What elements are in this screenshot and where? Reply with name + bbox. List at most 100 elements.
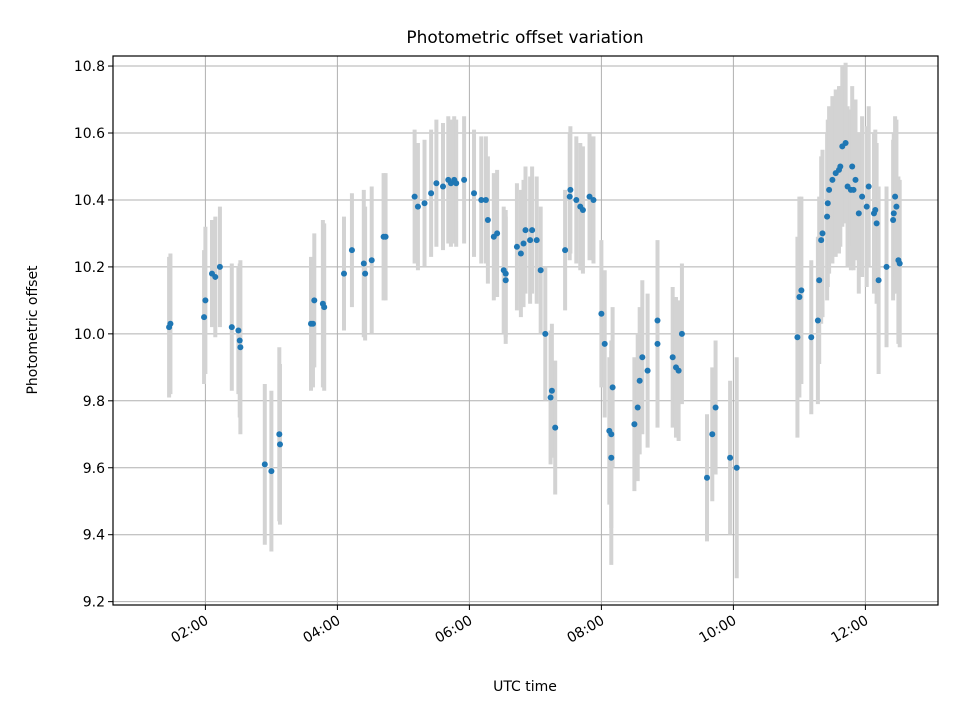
data-point xyxy=(609,384,616,391)
data-point xyxy=(461,176,468,183)
data-point xyxy=(513,243,520,250)
data-point xyxy=(484,217,491,224)
y-tick-label: 10.2 xyxy=(74,260,105,276)
data-point xyxy=(634,404,641,411)
data-point xyxy=(849,163,856,170)
data-point xyxy=(411,193,418,200)
data-point xyxy=(875,277,882,284)
data-point xyxy=(201,314,208,321)
data-point xyxy=(873,220,880,227)
plot-frame xyxy=(112,55,939,606)
data-point xyxy=(598,310,605,317)
data-point xyxy=(859,193,866,200)
chart-title: Photometric offset variation xyxy=(406,28,643,48)
y-tick-label: 10.0 xyxy=(74,327,105,343)
data-point xyxy=(237,344,244,351)
data-point xyxy=(311,297,318,304)
data-point xyxy=(562,247,569,254)
data-point xyxy=(829,176,836,183)
data-point xyxy=(520,240,527,247)
data-point xyxy=(669,354,676,361)
data-point xyxy=(579,206,586,213)
data-point xyxy=(268,468,275,475)
data-point xyxy=(471,190,478,197)
data-point xyxy=(529,227,536,234)
data-point xyxy=(675,367,682,374)
data-point xyxy=(276,441,283,448)
data-point xyxy=(494,230,501,237)
data-point xyxy=(547,394,554,401)
data-point xyxy=(883,263,890,270)
data-point xyxy=(872,206,879,213)
data-point xyxy=(382,233,389,240)
data-point xyxy=(852,176,859,183)
data-point xyxy=(453,180,460,187)
x-axis-label: UTC time xyxy=(493,679,557,695)
data-point xyxy=(826,186,833,193)
data-point xyxy=(824,200,831,207)
data-point xyxy=(167,320,174,327)
data-point xyxy=(709,431,716,438)
y-axis-label: Photometric offset xyxy=(25,265,41,395)
data-point xyxy=(808,334,815,341)
data-point xyxy=(428,190,435,197)
data-point xyxy=(216,263,223,270)
data-point xyxy=(276,431,283,438)
data-point xyxy=(502,270,509,277)
y-tick-label: 10.8 xyxy=(74,59,105,75)
data-point xyxy=(890,210,897,217)
data-point xyxy=(502,277,509,284)
y-tick-label: 9.6 xyxy=(83,461,105,477)
y-tick-label: 9.2 xyxy=(83,595,105,611)
data-point xyxy=(360,260,367,267)
data-point xyxy=(654,317,661,324)
data-point xyxy=(552,424,559,431)
data-point xyxy=(608,431,615,438)
data-point xyxy=(855,210,862,217)
data-point xyxy=(414,203,421,210)
data-point xyxy=(261,461,268,468)
data-point xyxy=(733,464,740,471)
data-point xyxy=(368,257,375,264)
data-point xyxy=(824,213,831,220)
data-point xyxy=(537,267,544,274)
data-point xyxy=(818,237,825,244)
data-point xyxy=(478,196,485,203)
data-point xyxy=(309,320,316,327)
data-point xyxy=(567,186,574,193)
data-point xyxy=(636,377,643,384)
data-points xyxy=(166,140,903,481)
data-point xyxy=(842,140,849,147)
data-point xyxy=(517,250,524,257)
data-point xyxy=(865,183,872,190)
data-point xyxy=(850,186,857,193)
y-tick-label: 9.4 xyxy=(83,528,105,544)
data-point xyxy=(794,334,801,341)
data-point xyxy=(896,260,903,267)
data-point xyxy=(482,196,489,203)
data-point xyxy=(212,273,219,280)
data-point xyxy=(819,230,826,237)
data-point xyxy=(235,327,242,334)
data-point xyxy=(837,163,844,170)
data-point xyxy=(631,421,638,428)
y-tick-label: 10.6 xyxy=(74,126,105,142)
data-point xyxy=(727,454,734,461)
data-point xyxy=(798,287,805,294)
data-point xyxy=(548,387,555,394)
data-point xyxy=(228,324,235,331)
y-tick-label: 9.8 xyxy=(83,394,105,410)
y-tick-label: 10.4 xyxy=(74,193,105,209)
data-point xyxy=(533,237,540,244)
data-point xyxy=(433,180,440,187)
data-point xyxy=(892,193,899,200)
data-point xyxy=(704,474,710,481)
data-point xyxy=(566,193,573,200)
data-point xyxy=(654,340,661,347)
data-point xyxy=(202,297,209,304)
data-point xyxy=(586,193,593,200)
data-point xyxy=(814,317,821,324)
data-point xyxy=(608,454,615,461)
data-point xyxy=(712,404,719,411)
